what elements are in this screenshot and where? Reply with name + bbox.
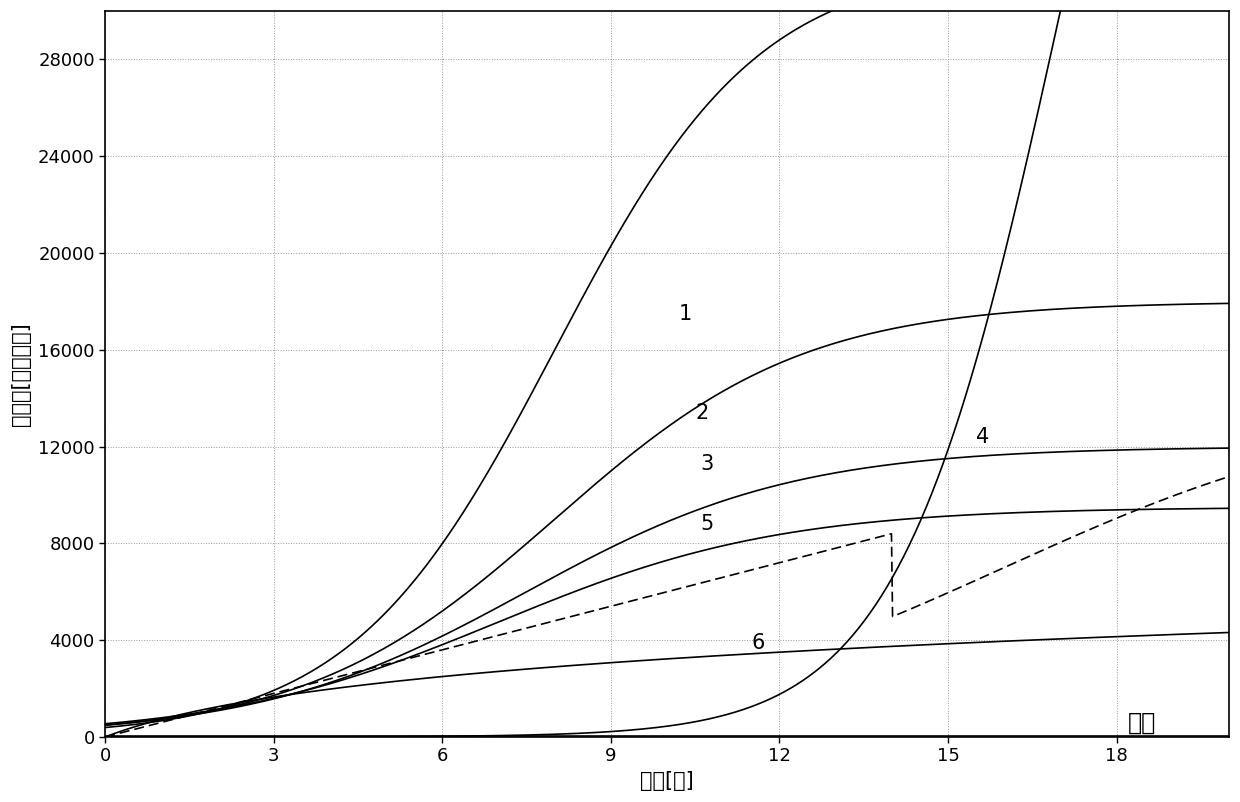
Text: 1: 1 [678, 303, 692, 323]
Text: 4: 4 [976, 427, 990, 447]
Text: 3: 3 [701, 453, 714, 473]
Y-axis label: 荧光値[相对光强]: 荧光値[相对光强] [11, 322, 31, 426]
Text: 5: 5 [701, 514, 714, 534]
Text: 6: 6 [751, 633, 765, 653]
Text: 2: 2 [696, 403, 708, 423]
Text: 阴性: 阴性 [1127, 711, 1156, 735]
X-axis label: 时间[分]: 时间[分] [640, 771, 694, 791]
